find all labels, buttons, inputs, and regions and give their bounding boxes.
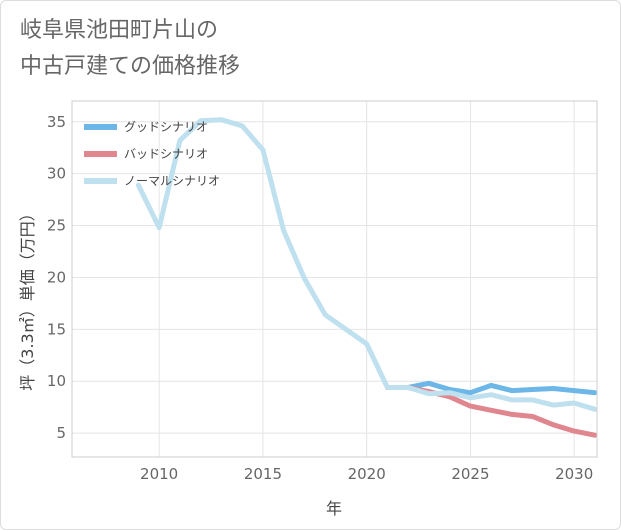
- x-tick-label: 2020: [348, 465, 386, 483]
- grid-lines: [72, 101, 597, 457]
- x-tick-label: 2025: [451, 465, 489, 483]
- x-tick-labels: 2010 2015 2020 2025 2030: [140, 465, 593, 483]
- x-axis-label: 年: [326, 499, 342, 518]
- y-tick-label: 30: [47, 165, 66, 183]
- chart-title: 岐阜県池田町片山の 中古戸建ての価格推移: [20, 13, 240, 85]
- y-axis-label: 坪（3.3㎡）単価（万円）: [18, 205, 37, 390]
- y-tick-label: 5: [56, 424, 66, 442]
- y-tick-label: 25: [47, 217, 66, 235]
- legend-label-3[interactable]: ノーマルシナリオ: [124, 174, 220, 188]
- y-tick-labels: 5 10 15 20 25 30 35: [47, 113, 66, 442]
- x-tick-label: 2015: [244, 465, 282, 483]
- plot-frame: [71, 100, 598, 458]
- series-line-3: [135, 117, 598, 412]
- x-tick-label: 2010: [140, 465, 178, 483]
- y-tick-label: 20: [47, 268, 66, 286]
- series-line-1: [384, 380, 598, 396]
- x-tick-label: 2030: [555, 465, 593, 483]
- chart-title-line-2: 中古戸建ての価格推移: [20, 54, 241, 79]
- y-tick-label: 35: [47, 113, 66, 131]
- series-lines: [135, 117, 598, 438]
- chart-title-line-1: 岐阜県池田町片山の: [20, 18, 219, 43]
- y-tick-label: 10: [47, 372, 66, 390]
- legend-label-1[interactable]: グッドシナリオ: [124, 120, 208, 134]
- y-tick-label: 15: [47, 320, 66, 338]
- legend-label-2[interactable]: バッドシナリオ: [124, 147, 208, 161]
